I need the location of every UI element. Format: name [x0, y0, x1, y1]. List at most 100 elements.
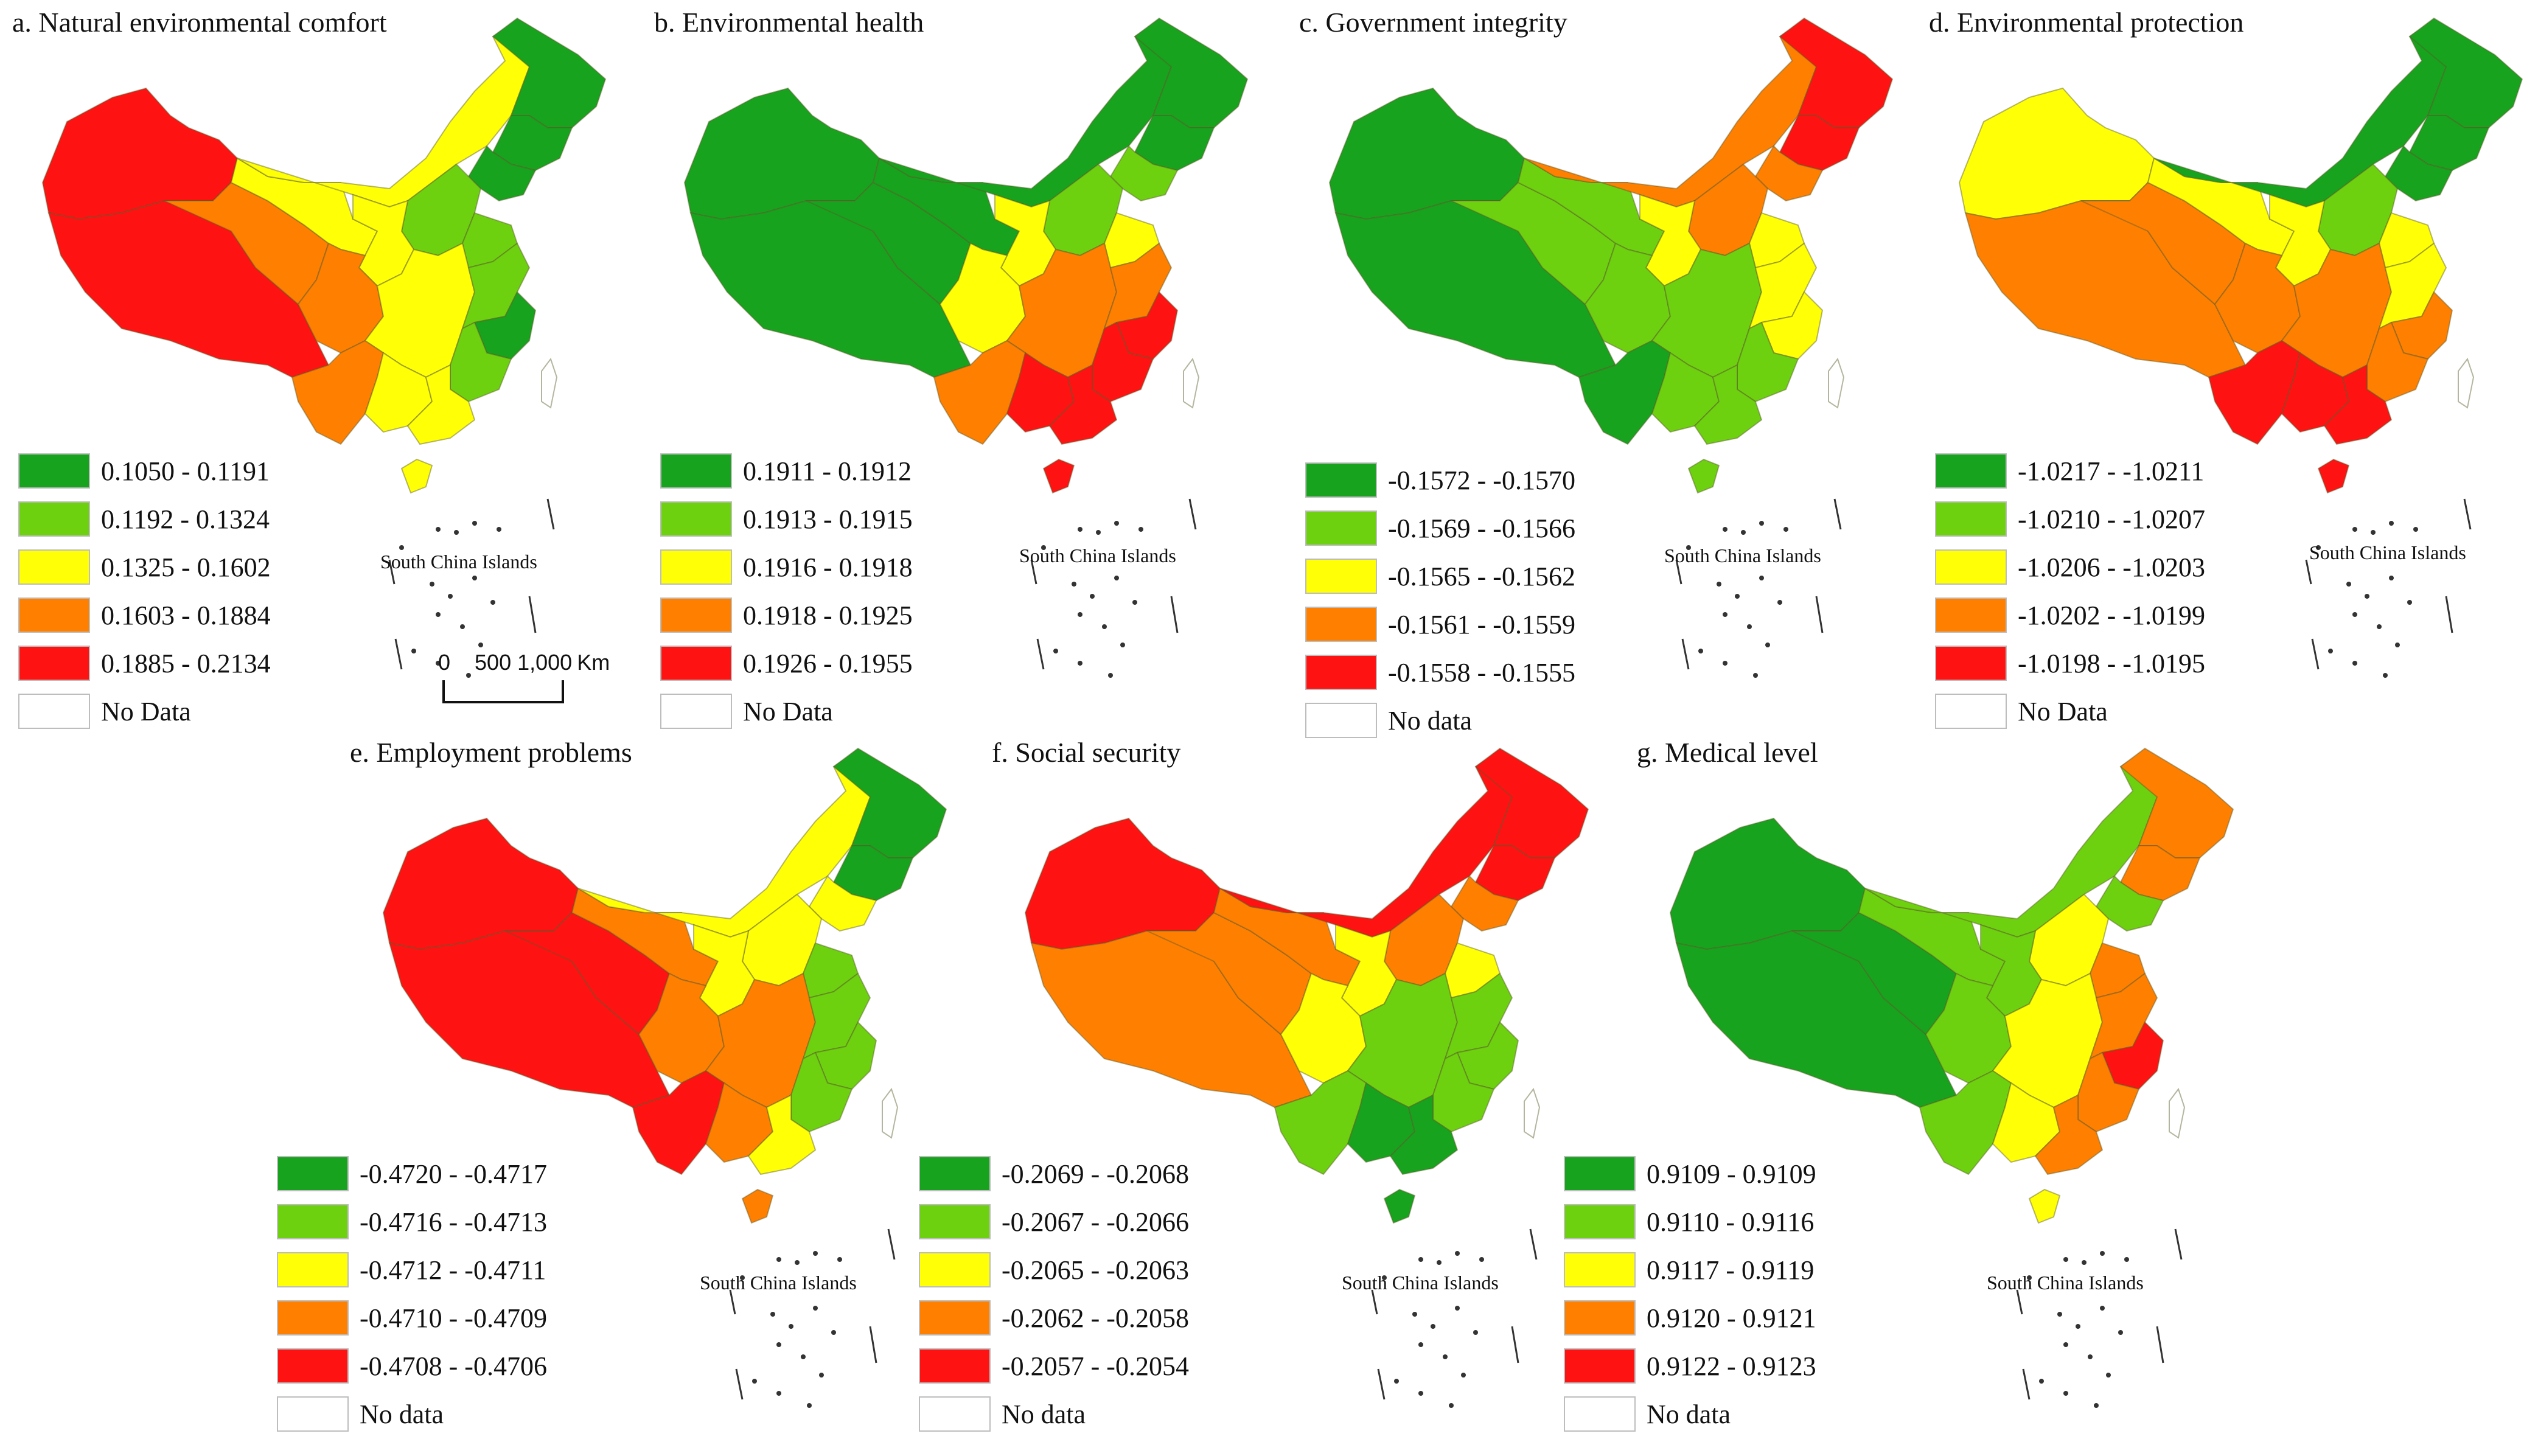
- island-dot: [2389, 521, 2394, 526]
- legend-swatch: [18, 453, 90, 489]
- legend-label: No Data: [101, 697, 191, 726]
- legend-swatch: [1935, 646, 2007, 681]
- island-dot: [1455, 1306, 1460, 1311]
- region-sichuan: [1280, 972, 1367, 1084]
- legend-swatch: [1935, 453, 2007, 489]
- region-sichuan: [939, 242, 1027, 354]
- legend-swatch: [18, 501, 90, 537]
- island-dot: [399, 545, 404, 550]
- island-dot: [807, 1403, 812, 1408]
- legend-swatch: [1935, 549, 2007, 585]
- island-dot: [436, 527, 441, 532]
- island-dot: [2377, 624, 2382, 629]
- region-heilongjiang: [832, 747, 947, 859]
- region-hainan: [400, 458, 433, 494]
- island-dot: [2346, 582, 2351, 587]
- region-guangdong: [1693, 364, 1763, 445]
- island-dot: [497, 527, 501, 532]
- region-taiwan: [1183, 357, 1200, 409]
- island-dot: [1765, 643, 1770, 647]
- region-sichuan: [297, 242, 385, 354]
- legend-label: -0.2062 - -0.2058: [1002, 1303, 1189, 1333]
- legend-swatch: [18, 549, 90, 585]
- island-dot: [1735, 594, 1740, 599]
- island-dot: [1723, 527, 1727, 532]
- island-dot: [1138, 527, 1143, 532]
- south-china-islands-inset: [729, 1228, 896, 1408]
- region-tibet: [1334, 200, 1617, 378]
- legend-label: 0.1192 - 0.1324: [101, 504, 270, 534]
- legend-label: -1.0198 - -1.0195: [2018, 649, 2205, 678]
- legend-label: -0.4708 - -0.4706: [360, 1351, 547, 1381]
- china-choropleth-map: [1024, 747, 1589, 1408]
- legend-label: -0.4710 - -0.4709: [360, 1303, 547, 1333]
- region-taiwan: [2458, 357, 2475, 409]
- region-heilongjiang: [492, 17, 607, 128]
- legend-swatch: [277, 1396, 349, 1432]
- island-dot: [411, 649, 416, 653]
- legend-swatch: [1564, 1252, 1636, 1287]
- legend-label: 0.9122 - 0.9123: [1647, 1351, 1816, 1381]
- region-heilongjiang: [1474, 747, 1589, 859]
- island-dot: [436, 661, 441, 666]
- island-dot: [2063, 1342, 2068, 1347]
- region-tibet: [1675, 930, 1958, 1109]
- region-xinjiang: [41, 87, 239, 220]
- legend-swatch: [18, 646, 90, 681]
- island-dot: [1096, 530, 1101, 535]
- island-dot: [1102, 624, 1107, 629]
- south-china-islands-label: South China Islands: [1987, 1272, 2144, 1294]
- legend-swatch: [919, 1300, 991, 1336]
- island-dot: [1078, 661, 1082, 666]
- island-dot: [1753, 673, 1758, 678]
- region-taiwan: [541, 357, 558, 409]
- island-dot: [776, 1257, 781, 1262]
- legend-label: -0.2067 - -0.2066: [1002, 1207, 1189, 1237]
- legend-label: 0.1325 - 0.1602: [101, 552, 271, 582]
- map-title: f. Social security: [992, 737, 1181, 768]
- region-liaoning: [808, 875, 877, 932]
- island-dot: [2124, 1257, 2129, 1262]
- island-dot: [1114, 521, 1119, 526]
- island-dot: [1479, 1257, 1484, 1262]
- region-hainan: [1383, 1188, 1416, 1224]
- nine-dash-line: [729, 1228, 896, 1400]
- region-jilin: [2119, 845, 2201, 902]
- south-china-islands-label: South China Islands: [1019, 545, 1176, 566]
- legend-label: No data: [1002, 1399, 1086, 1429]
- island-dot: [2371, 530, 2376, 535]
- legend-swatch: [660, 501, 732, 537]
- map-title: g. Medical level: [1637, 737, 1818, 768]
- island-dot: [1412, 1312, 1417, 1317]
- legend-swatch: [1305, 559, 1377, 594]
- legend-label: 0.1916 - 0.1918: [743, 552, 913, 582]
- legend-label: -1.0217 - -1.0211: [2018, 456, 2205, 486]
- region-xinjiang: [1958, 87, 2155, 220]
- legend-swatch: [1564, 1348, 1636, 1384]
- legend-label: -0.2065 - -0.2063: [1002, 1255, 1189, 1285]
- region-xinjiang: [1328, 87, 1525, 220]
- island-dot: [1783, 527, 1788, 532]
- legend-label: 0.9109 - 0.9109: [1647, 1159, 1816, 1189]
- island-dot: [2413, 527, 2418, 532]
- island-dot: [1041, 545, 1046, 550]
- legend-label: -0.1558 - -0.1555: [1388, 658, 1575, 688]
- region-hainan: [741, 1188, 774, 1224]
- region-xinjiang: [382, 817, 579, 950]
- region-liaoning: [2384, 145, 2453, 202]
- island-dot: [1108, 673, 1113, 678]
- legend-label: No data: [1647, 1399, 1731, 1429]
- island-dot: [819, 1373, 824, 1378]
- island-dot: [1698, 649, 1703, 653]
- legend-label: -0.4716 - -0.4713: [360, 1207, 547, 1237]
- legend-swatch: [1564, 1300, 1636, 1336]
- region-hainan: [1042, 458, 1075, 494]
- legend-swatch: [660, 694, 732, 729]
- south-china-islands-inset: [1030, 498, 1197, 678]
- island-dot: [2063, 1391, 2068, 1396]
- region-jilin: [492, 115, 573, 172]
- scale-bar-labels: 0 500 1,000 Km: [438, 650, 610, 675]
- region-xinjiang: [1669, 817, 1866, 950]
- region-jilin: [1134, 115, 1215, 172]
- south-china-islands-label: South China Islands: [380, 551, 537, 573]
